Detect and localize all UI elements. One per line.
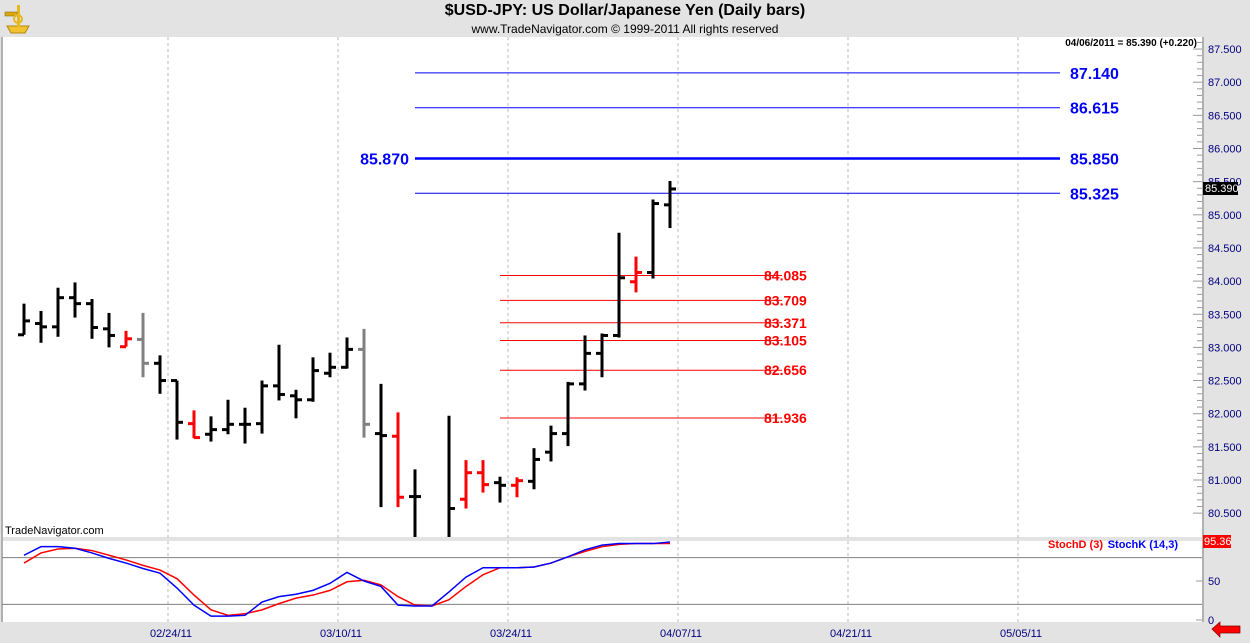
ohlc-bar: [664, 180, 676, 229]
ohlc-bar: [205, 416, 217, 442]
stoch-value-box: [1203, 535, 1231, 548]
stoch-panel[interactable]: [2, 541, 1202, 622]
ohlc-bar: [171, 379, 183, 440]
price-tick-label: 87.000: [1208, 77, 1242, 89]
price-panel[interactable]: [2, 37, 1202, 537]
ohlc-bar: [86, 299, 98, 339]
ohlc-bar: [409, 469, 421, 537]
price-tick-label: 83.000: [1208, 342, 1242, 354]
price-tick-label: 81.000: [1208, 475, 1242, 487]
date-grid: [167, 37, 1019, 622]
ohlc-bar: [647, 199, 659, 279]
ohlc-bar: [188, 410, 200, 440]
sextant-icon: [4, 5, 30, 34]
ohlc-bar: [358, 328, 370, 438]
date-tick-label: 03/10/11: [320, 628, 362, 640]
ohlc-bar: [447, 415, 455, 537]
ohlc-bar: [375, 383, 387, 508]
ohlc-bar: [35, 310, 47, 343]
ohlc-bar: [273, 344, 285, 401]
chart-title: $USD-JPY: US Dollar/Japanese Yen (Daily …: [444, 2, 806, 19]
price-tick-label: 82.500: [1208, 376, 1242, 388]
fib-level-label: 87.140: [1070, 66, 1119, 83]
ohlc-bar: [120, 330, 132, 349]
ohlc-bar: [154, 355, 166, 394]
stoch-tick-label: 0: [1208, 615, 1214, 627]
legend-stochk: StochK (14,3): [1108, 539, 1179, 551]
ohlc-bar: [562, 381, 574, 447]
ohlc-bar: [460, 460, 472, 509]
date-tick-label: 04/07/11: [660, 628, 702, 640]
ohlc-bar: [477, 460, 489, 493]
retracement-label: 83.105: [764, 332, 807, 348]
price-tick-label: 83.500: [1208, 309, 1242, 321]
ohlc-bar: [222, 399, 234, 435]
fib-level-label: 85.325: [1070, 186, 1119, 203]
fib-level-label: 85.850: [1070, 151, 1119, 168]
price-tick-label: 87.500: [1208, 44, 1242, 56]
ohlc-bar: [137, 312, 149, 378]
ohlc-bar: [307, 357, 319, 402]
ohlc-bar: [239, 407, 251, 444]
date-axis[interactable]: 02/24/11 03/10/11 03/24/11 04/07/11 04/21/11…: [150, 628, 1042, 640]
price-tick-label: 84.000: [1208, 276, 1242, 288]
ohlc-bar: [324, 352, 336, 378]
ohlc-bar: [256, 380, 268, 434]
fib-level-label: 86.615: [1070, 101, 1119, 118]
scroll-left-arrow-icon[interactable]: [1211, 621, 1241, 638]
stochk-line: [23, 541, 671, 617]
date-tick-label: 03/24/11: [490, 628, 532, 640]
retracement-label: 81.936: [764, 410, 807, 426]
price-tick-label: 80.500: [1208, 508, 1242, 520]
ohlc-bar: [494, 476, 506, 503]
fib-level-left-label: 85.870: [360, 151, 409, 168]
ohlc-bar: [103, 312, 115, 348]
ohlc-bar: [630, 256, 642, 293]
fib-levels: 87.140 86.615 85.850 85.870 85.325 84.085 83.7…: [360, 66, 1119, 426]
price-readout: 04/06/2011 = 85.390 (+0.220): [1065, 38, 1197, 49]
date-tick-label: 02/24/11: [150, 628, 192, 640]
ohlc-bar: [392, 412, 404, 508]
ohlc-bar: [52, 287, 64, 337]
price-axis[interactable]: 80.500 81.000 81.500 82.000 82.500 83.000 83.5…: [1193, 41, 1242, 520]
stoch-tick-label: 50: [1208, 576, 1220, 588]
retracement-label: 83.371: [764, 315, 807, 331]
price-tick-label: 81.500: [1208, 442, 1242, 454]
date-tick-label: 05/05/11: [1000, 628, 1042, 640]
ohlc-bar: [613, 232, 625, 338]
price-tick-label: 84.500: [1208, 243, 1242, 255]
ohlc-bar: [341, 337, 353, 369]
ohlc-bar: [290, 389, 302, 419]
watermark: TradeNavigator.com: [5, 525, 104, 537]
last-price-label: 85.390: [1205, 183, 1239, 195]
ohlc-bar: [579, 335, 591, 391]
price-bars: [18, 180, 676, 537]
retracement-label: 84.085: [764, 267, 807, 283]
chart-header: $USD-JPY: US Dollar/Japanese Yen (Daily …: [0, 0, 1250, 37]
retracement-label: 82.656: [764, 362, 807, 378]
ohlc-bar: [596, 333, 608, 378]
date-tick-label: 04/21/11: [830, 628, 872, 640]
ohlc-bar: [511, 477, 523, 498]
ohlc-bar: [18, 303, 30, 337]
stochastic-lines: 0 50: [2, 541, 1220, 627]
price-tick-label: 85.000: [1208, 210, 1242, 222]
stoch-value-label: 95.36: [1204, 536, 1232, 548]
ohlc-bar: [528, 448, 540, 490]
ohlc-bar: [545, 425, 557, 462]
last-price-box: [1203, 182, 1238, 195]
price-tick-label: 86.500: [1208, 110, 1242, 122]
retracement-label: 83.709: [764, 292, 807, 308]
ohlc-bar: [69, 282, 81, 318]
price-tick-label: 86.000: [1208, 144, 1242, 156]
chart-subtitle: www.TradeNavigator.com © 1999-2011 All r…: [471, 22, 779, 36]
price-tick-label: 82.000: [1208, 409, 1242, 421]
legend-stochd: StochD (3): [1048, 539, 1103, 551]
